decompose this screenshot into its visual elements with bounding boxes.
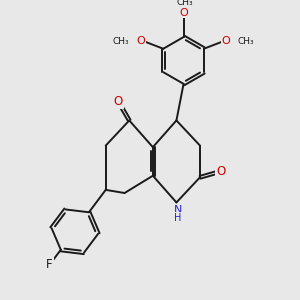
Text: O: O [216,165,225,178]
Text: O: O [222,36,230,46]
Text: CH₃: CH₃ [237,37,254,46]
Text: O: O [179,8,188,18]
Text: H: H [174,213,182,223]
Text: O: O [136,36,146,46]
Text: O: O [114,95,123,108]
Text: F: F [46,258,53,271]
Text: N: N [174,206,182,215]
Text: CH₃: CH₃ [112,37,129,46]
Text: CH₃: CH₃ [177,0,193,7]
